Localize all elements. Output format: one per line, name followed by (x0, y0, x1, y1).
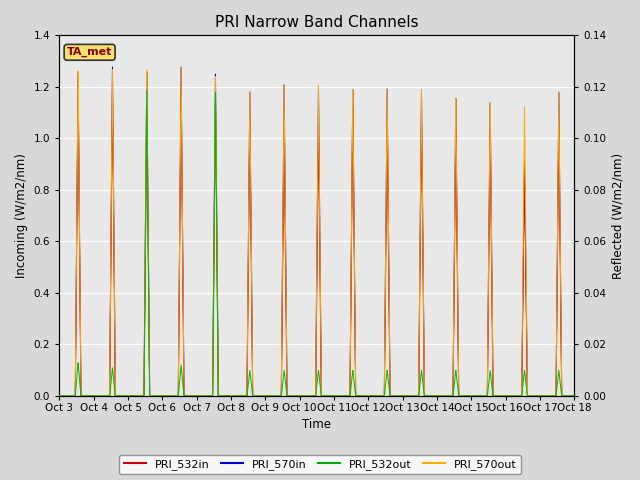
Text: TA_met: TA_met (67, 47, 112, 58)
Title: PRI Narrow Band Channels: PRI Narrow Band Channels (215, 15, 419, 30)
Y-axis label: Reflected (W/m2/nm): Reflected (W/m2/nm) (612, 153, 625, 279)
Y-axis label: Incoming (W/m2/nm): Incoming (W/m2/nm) (15, 153, 28, 278)
Legend: PRI_532in, PRI_570in, PRI_532out, PRI_570out: PRI_532in, PRI_570in, PRI_532out, PRI_57… (119, 455, 521, 474)
X-axis label: Time: Time (302, 419, 332, 432)
